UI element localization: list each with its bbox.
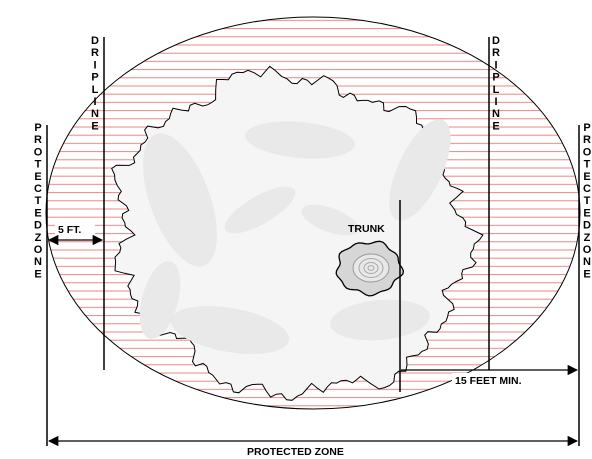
canopy-shadow (139, 261, 181, 339)
canopy-shadow (245, 121, 355, 159)
canopy-shadows (139, 119, 451, 355)
trunk-label: TRUNK (348, 223, 385, 235)
fifteen-feet-min-label: 15 FEET MIN. (455, 375, 522, 387)
canopy-shadow (143, 133, 217, 267)
five-ft-label: 5 FT. (58, 224, 81, 236)
tree-trunk (335, 240, 405, 297)
protected-zone-bottom-label: PROTECTED ZONE (247, 446, 344, 458)
canopy-shadow (301, 204, 359, 236)
canopy-shadow (170, 305, 290, 355)
canopy-shadow (330, 299, 430, 341)
canopy-shadow (389, 119, 451, 221)
canopy-shadow (224, 186, 296, 234)
